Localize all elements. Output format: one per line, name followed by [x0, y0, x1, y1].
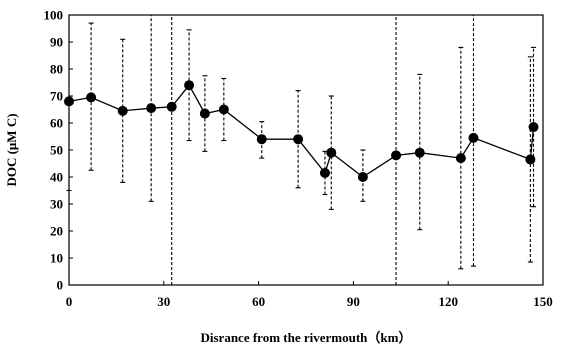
x-tick-label: 120: [438, 294, 458, 309]
data-point: [391, 150, 402, 161]
data-point: [218, 104, 229, 115]
ticks-layer: 0 10 20 30 40 50 60 70 80 90 100 0 30 60 90 120 150: [44, 8, 553, 310]
y-tick-label: 10: [50, 251, 63, 266]
data-point: [86, 92, 97, 103]
x-tick-label: 150: [533, 294, 553, 309]
data-point: [357, 172, 368, 182]
data-point: [455, 153, 466, 164]
y-axis-title: DOC (μM C): [4, 113, 19, 186]
data-point: [414, 147, 425, 158]
y-tick-label: 30: [50, 197, 63, 212]
data-point: [319, 167, 330, 178]
y-tick-label: 80: [50, 62, 63, 77]
data-point: [199, 108, 210, 119]
data-point: [528, 122, 539, 133]
y-tick-label: 0: [57, 278, 64, 293]
data-point: [293, 134, 304, 145]
y-tick-label: 50: [50, 143, 63, 158]
data-point: [326, 147, 337, 158]
x-tick-label: 60: [252, 294, 265, 309]
series-line-layer: [68, 84, 535, 178]
x-tick-label: 90: [347, 294, 360, 309]
data-point: [256, 134, 267, 145]
x-axis-title: Disrance from the rivermouth（km）: [201, 330, 412, 345]
data-point: [468, 132, 479, 143]
data-point: [64, 96, 74, 107]
y-tick-label: 60: [50, 116, 63, 131]
data-point: [146, 103, 157, 114]
y-tick-label: 90: [50, 35, 63, 50]
y-tick-label: 70: [50, 89, 63, 104]
data-point: [117, 105, 128, 116]
markers-layer: [64, 80, 539, 182]
y-tick-label: 20: [50, 224, 63, 239]
y-tick-label: 40: [50, 170, 63, 185]
series-line: [68, 84, 535, 178]
x-tick-label: 0: [66, 294, 73, 309]
x-tick-label: 30: [157, 294, 170, 309]
y-tick-label: 100: [44, 8, 64, 23]
data-point: [184, 80, 195, 91]
data-point: [166, 101, 177, 112]
data-point: [525, 154, 536, 165]
